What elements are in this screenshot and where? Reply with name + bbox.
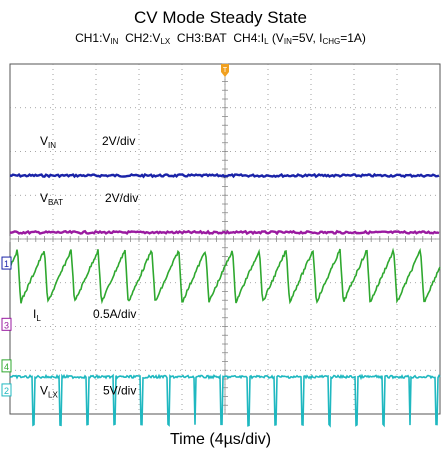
trigger-marker-label: T (223, 67, 228, 74)
trace-label-vlx: VLX (40, 383, 58, 399)
channel-marker-label-ch4: 4 (4, 362, 9, 372)
chart-subtitle: CH1:VIN CH2:VLX CH3:BAT CH4:IL (VIN=5V, … (75, 31, 366, 46)
trace-scale-vbat: 2V/div (105, 191, 138, 205)
trace-label-vbat: VBAT (40, 191, 63, 207)
trigger-marker-icon (221, 64, 229, 77)
channel-marker-label-ch3: 3 (4, 320, 9, 330)
channel-marker-label-ch2: 2 (4, 386, 9, 396)
trace-vlx (9, 373, 441, 428)
channel-marker-ch1 (1, 256, 12, 270)
trace-vin (9, 172, 440, 179)
trace-vbat (9, 229, 440, 236)
trace-scale-vlx: 5V/div (103, 383, 136, 397)
chart-title: CV Mode Steady State (134, 8, 307, 27)
channel-marker-label-ch1: 1 (4, 259, 9, 269)
trace-label-il: IL (33, 307, 41, 323)
x-axis-label: Time (4µs/div) (169, 431, 272, 448)
channel-marker-ch3 (1, 317, 12, 331)
channel-marker-ch2 (1, 383, 12, 397)
channel-marker-ch4 (1, 359, 12, 373)
trace-il (9, 247, 441, 305)
trace-scale-il: 0.5A/div (93, 307, 136, 321)
trace-label-vin: VIN (40, 134, 56, 150)
trace-scale-vin: 2V/div (102, 134, 135, 148)
